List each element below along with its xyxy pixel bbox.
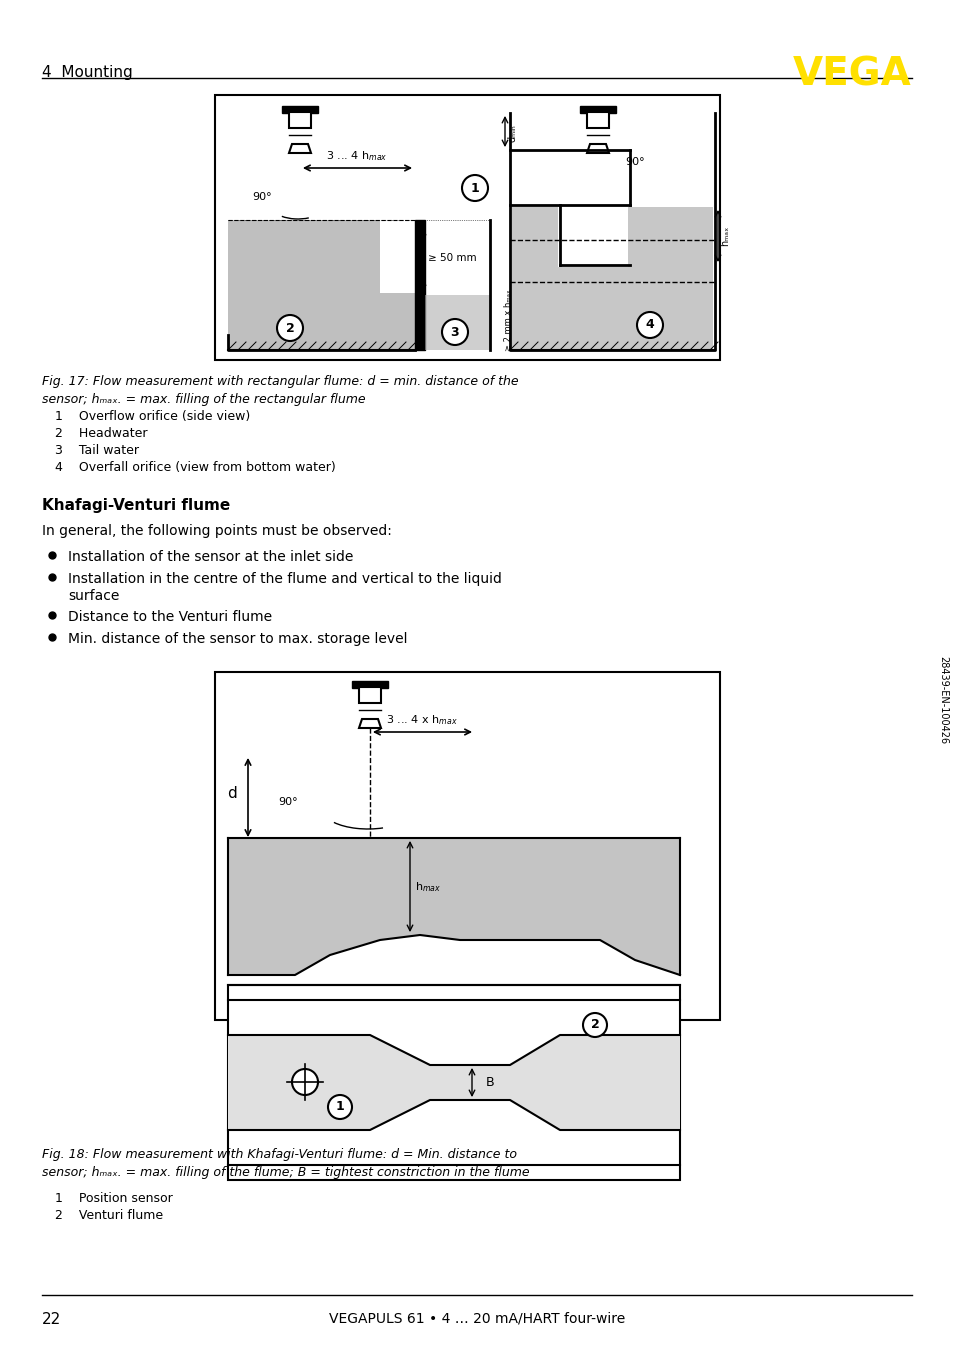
Polygon shape [289,144,311,153]
Polygon shape [228,219,415,349]
Bar [214,95,720,360]
Text: Fig. 18: Flow measurement with Khafagi-Venturi flume: d = Min. distance to
senso: Fig. 18: Flow measurement with Khafagi-V… [42,1148,529,1179]
Text: surface: surface [68,589,119,603]
Text: 1    Position sensor: 1 Position sensor [55,1192,172,1205]
Bar [596,112,599,121]
Circle shape [461,175,488,200]
Bar [352,681,388,688]
Text: 4: 4 [645,318,654,332]
Text: 3    Tail water: 3 Tail water [55,444,139,458]
Circle shape [637,311,662,338]
Circle shape [582,1013,606,1037]
Polygon shape [586,144,608,153]
Polygon shape [424,295,490,349]
Text: ≥ 2 mm x hₘₐₓ: ≥ 2 mm x hₘₐₓ [503,290,513,351]
Circle shape [441,320,468,345]
Text: 1    Overflow orifice (side view): 1 Overflow orifice (side view) [55,410,250,422]
Text: Min. distance of the sensor to max. storage level: Min. distance of the sensor to max. stor… [68,632,407,646]
Text: 3: 3 [450,325,458,338]
Text: Installation of the sensor at the inlet side: Installation of the sensor at the inlet … [68,550,353,565]
Text: d: d [227,785,236,800]
Text: 22: 22 [42,1312,61,1327]
Text: 2    Headwater: 2 Headwater [55,427,148,440]
Polygon shape [512,207,712,349]
Text: 90°: 90° [252,192,272,202]
Text: Installation in the centre of the flume and vertical to the liquid: Installation in the centre of the flume … [68,571,501,586]
Text: 28439-EN-100426: 28439-EN-100426 [937,655,947,745]
Text: In general, the following points must be observed:: In general, the following points must be… [42,524,392,538]
Bar [214,672,720,1020]
Text: hₘₐₓ: hₘₐₓ [720,226,729,246]
Circle shape [328,1095,352,1118]
Bar [586,112,608,129]
Text: 1: 1 [335,1101,344,1113]
Bar [579,106,616,112]
Bar [282,106,317,112]
Polygon shape [228,838,679,975]
Bar [228,984,679,1179]
Text: 2: 2 [590,1018,598,1032]
Text: 90°: 90° [277,798,297,807]
Text: Khafagi-Venturi flume: Khafagi-Venturi flume [42,498,230,513]
Circle shape [276,315,303,341]
Text: dₘₗₙ: dₘₗₙ [506,125,517,142]
Text: 2: 2 [285,321,294,334]
Text: ≥ 50 mm: ≥ 50 mm [428,253,476,263]
Bar [368,686,372,695]
Polygon shape [228,1034,679,1131]
Text: Fig. 17: Flow measurement with rectangular flume: d = min. distance of the
senso: Fig. 17: Flow measurement with rectangul… [42,375,518,406]
Bar [358,686,380,703]
Text: 4    Overfall orifice (view from bottom water): 4 Overfall orifice (view from bottom wat… [55,460,335,474]
Bar [415,219,424,349]
Text: 2    Venturi flume: 2 Venturi flume [55,1209,163,1223]
Text: 3 ... 4 x h$_{max}$: 3 ... 4 x h$_{max}$ [386,714,457,727]
Text: VEGAPULS 61 • 4 … 20 mA/HART four-wire: VEGAPULS 61 • 4 … 20 mA/HART four-wire [329,1312,624,1326]
Text: 4  Mounting: 4 Mounting [42,65,132,80]
Text: 3 ... 4 h$_{max}$: 3 ... 4 h$_{max}$ [326,149,387,162]
Text: Distance to the Venturi flume: Distance to the Venturi flume [68,611,272,624]
Text: B: B [485,1075,494,1089]
Polygon shape [358,719,380,728]
Text: h$_{max}$: h$_{max}$ [415,880,440,894]
Text: 1: 1 [470,181,478,195]
Bar [289,112,311,129]
Bar [297,112,302,121]
Circle shape [292,1070,317,1095]
Text: VEGA: VEGA [792,56,911,93]
Text: 90°: 90° [624,157,644,167]
